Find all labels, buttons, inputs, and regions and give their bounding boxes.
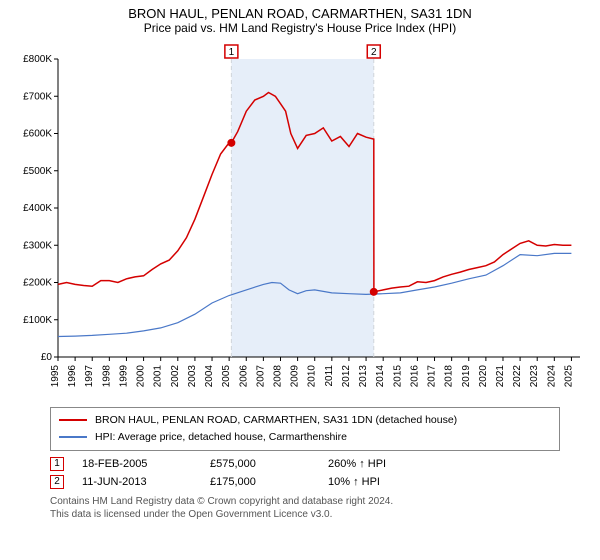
footer-line-2: This data is licensed under the Open Gov… (50, 508, 560, 521)
event-row: 2 11-JUN-2013 £175,000 10% ↑ HPI (50, 473, 560, 491)
x-tick-label: 2023 (529, 365, 540, 388)
x-tick-label: 2013 (358, 365, 369, 388)
x-tick-label: 2011 (324, 365, 335, 387)
x-tick-label: 2003 (187, 365, 198, 388)
footer-attribution: Contains HM Land Registry data © Crown c… (50, 495, 560, 521)
y-tick-label: £300K (23, 240, 52, 251)
event-row: 1 18-FEB-2005 £575,000 260% ↑ HPI (50, 455, 560, 473)
y-tick-label: £400K (23, 203, 52, 214)
legend-swatch (59, 419, 87, 421)
x-tick-label: 2008 (272, 365, 283, 388)
chart-svg: £0 £100K £200K £300K £400K £500K £600K £700K £80… (10, 41, 590, 401)
x-tick-label: 2007 (255, 365, 266, 388)
x-tick-label: 2000 (136, 365, 147, 388)
y-tick-label: £200K (23, 278, 52, 289)
x-tick-label: 2024 (546, 365, 557, 388)
legend-box: BRON HAUL, PENLAN ROAD, CARMARTHEN, SA31… (50, 407, 560, 451)
events-table: 1 18-FEB-2005 £575,000 260% ↑ HPI 2 11-JUN-20… (50, 455, 560, 491)
legend-swatch (59, 436, 87, 438)
x-tick-label: 1999 (118, 365, 129, 388)
x-tick-label: 2018 (444, 365, 455, 388)
x-tick-label: 2015 (392, 365, 403, 388)
x-tick-label: 2014 (375, 365, 386, 388)
event-price: £175,000 (210, 476, 310, 488)
x-tick-label: 2006 (238, 365, 249, 388)
event-change: 10% ↑ HPI (328, 476, 380, 488)
event-marker-box: 2 (50, 475, 64, 489)
x-tick-label: 2010 (307, 365, 318, 388)
legend-label: HPI: Average price, detached house, Carm… (95, 429, 347, 446)
x-tick-label: 2017 (427, 365, 438, 388)
x-tick-label: 2004 (204, 365, 215, 388)
event-date: 11-JUN-2013 (82, 476, 192, 488)
x-tick-label: 2002 (170, 365, 181, 388)
x-tick-label: 1995 (50, 365, 61, 388)
chart-subtitle: Price paid vs. HM Land Registry's House … (10, 21, 590, 35)
x-tick-label: 2020 (478, 365, 489, 388)
chart-area: £0 £100K £200K £300K £400K £500K £600K £700K £80… (10, 41, 590, 401)
x-tick-label: 2009 (290, 365, 301, 388)
x-tick-label: 2019 (461, 365, 472, 388)
x-tick-label: 1996 (67, 365, 78, 388)
x-tick-label: 1997 (84, 365, 95, 388)
event-date: 18-FEB-2005 (82, 458, 192, 470)
marker-dot (227, 139, 235, 147)
event-marker-box: 1 (50, 457, 64, 471)
y-tick-label: £700K (23, 91, 52, 102)
y-tick-label: £100K (23, 315, 52, 326)
event-price: £575,000 (210, 458, 310, 470)
chart-title: BRON HAUL, PENLAN ROAD, CARMARTHEN, SA31… (10, 6, 590, 21)
legend-row: BRON HAUL, PENLAN ROAD, CARMARTHEN, SA31… (59, 412, 551, 429)
y-tick-label: £800K (23, 54, 52, 65)
x-tick-label: 1998 (101, 365, 112, 388)
marker-dot (370, 288, 378, 296)
footer-line-1: Contains HM Land Registry data © Crown c… (50, 495, 560, 508)
x-tick-label: 2012 (341, 365, 352, 388)
marker-label-text: 2 (371, 47, 377, 58)
legend-row: HPI: Average price, detached house, Carm… (59, 429, 551, 446)
marker-label-text: 1 (229, 47, 235, 58)
y-tick-label: £600K (23, 129, 52, 140)
x-tick-label: 2005 (221, 365, 232, 388)
y-tick-label: £500K (23, 166, 52, 177)
event-change: 260% ↑ HPI (328, 458, 386, 470)
x-tick-label: 2025 (563, 365, 574, 388)
x-tick-label: 2001 (153, 365, 164, 388)
legend-label: BRON HAUL, PENLAN ROAD, CARMARTHEN, SA31… (95, 412, 457, 429)
x-tick-label: 2022 (512, 365, 523, 388)
y-tick-label: £0 (41, 352, 53, 363)
x-tick-label: 2016 (409, 365, 420, 388)
x-tick-label: 2021 (495, 365, 506, 388)
